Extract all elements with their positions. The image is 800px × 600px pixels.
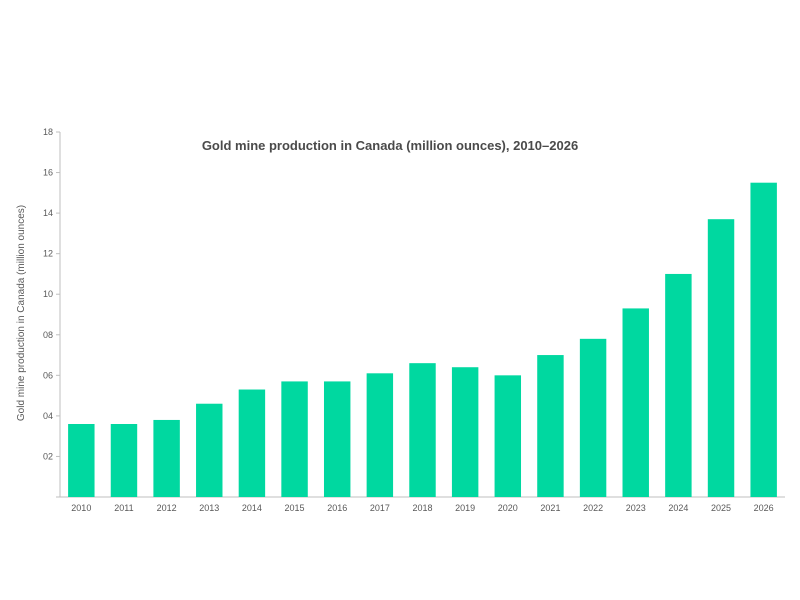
x-tick-label: 2025 — [711, 503, 731, 513]
bars — [68, 182, 777, 497]
y-tick-label: 10 — [43, 289, 53, 299]
bar-2010 — [68, 424, 95, 497]
bar-2018 — [409, 363, 436, 497]
x-tick-label: 2019 — [455, 503, 475, 513]
y-tick-label: 18 — [43, 127, 53, 137]
y-tick-label: 14 — [43, 208, 53, 218]
bar-2013 — [196, 403, 223, 497]
x-tick-label: 2022 — [583, 503, 603, 513]
bar-2023 — [622, 308, 649, 497]
bar-2014 — [238, 389, 266, 497]
bar-2021 — [537, 355, 564, 497]
bar-2016 — [323, 381, 351, 497]
y-tick-label: 16 — [43, 168, 53, 178]
y-tick-label: 02 — [43, 451, 53, 461]
bar-2026 — [750, 182, 777, 497]
chart-title: Gold mine production in Canada (million … — [202, 138, 578, 153]
x-tick-label: 2016 — [327, 503, 347, 513]
y-tick-label: 06 — [43, 370, 53, 380]
x-tick-label: 2013 — [199, 503, 219, 513]
x-tick-label: 2010 — [71, 503, 91, 513]
bar-2012 — [153, 419, 180, 497]
bar-2011 — [110, 424, 138, 497]
x-tick-label: 2017 — [370, 503, 390, 513]
x-tick-label: 2020 — [498, 503, 518, 513]
bar-2017 — [366, 373, 394, 497]
x-tick-label: 2026 — [754, 503, 774, 513]
y-tick-label: 04 — [43, 411, 53, 421]
x-tick-label: 2011 — [114, 503, 133, 513]
x-tick-label: 2024 — [668, 503, 688, 513]
x-axis-ticks: 2010 2011 2012 2013 2014 2015 2016 2017 2018 2019… — [71, 503, 773, 513]
y-axis-ticks: 02 04 06 08 10 12 14 16 18 — [43, 127, 60, 498]
y-axis-label: Gold mine production in Canada (million … — [16, 205, 27, 421]
bar-2024 — [665, 273, 692, 497]
x-tick-label: 2023 — [626, 503, 646, 513]
x-tick-label: 2015 — [285, 503, 305, 513]
x-tick-label: 2021 — [540, 503, 560, 513]
x-tick-label: 2018 — [412, 503, 432, 513]
bar-2022 — [579, 338, 607, 497]
bar-2019 — [451, 367, 479, 497]
y-tick-label: 08 — [43, 330, 53, 340]
bar-2020 — [494, 375, 522, 497]
bar-2015 — [281, 381, 308, 497]
x-tick-label: 2012 — [157, 503, 177, 513]
y-tick-label: 12 — [43, 249, 53, 259]
bar-2025 — [707, 219, 735, 497]
x-tick-label: 2014 — [242, 503, 262, 513]
